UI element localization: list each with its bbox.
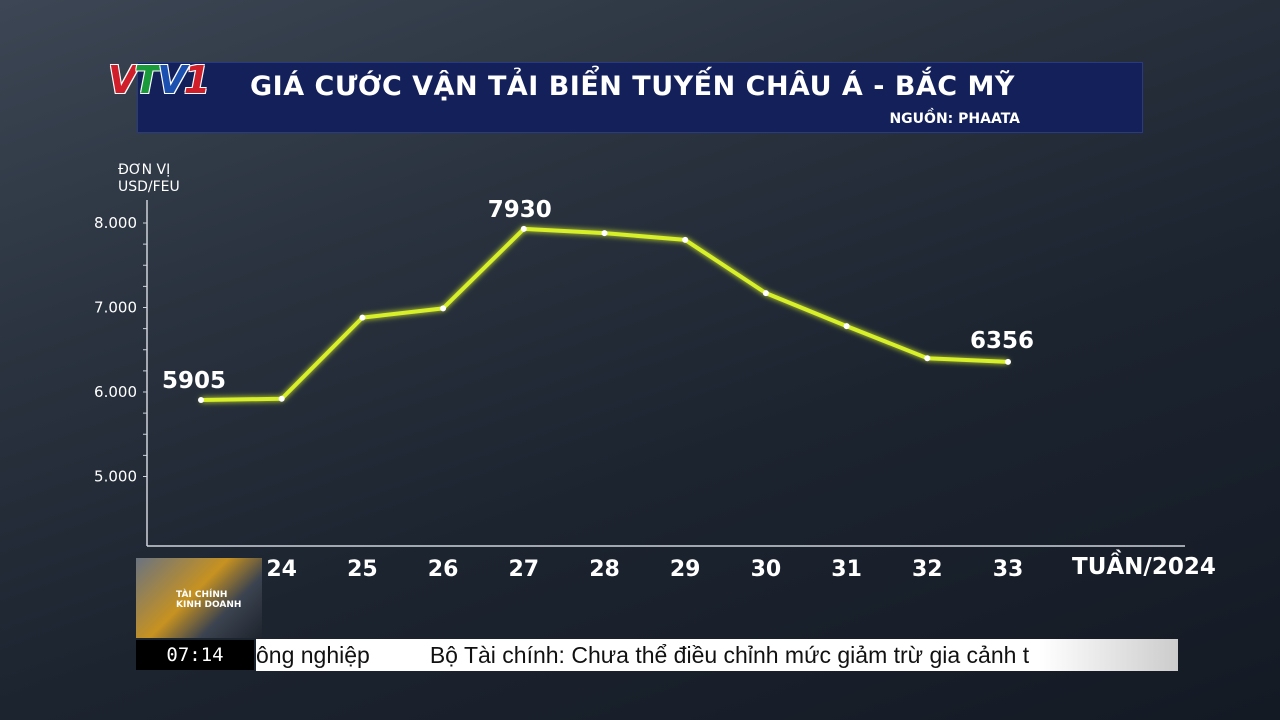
x-axis-label: TUẦN/2024 — [1072, 554, 1216, 580]
data-label: 5905 — [162, 368, 226, 394]
x-tick-label: 26 — [428, 557, 459, 582]
data-point — [359, 314, 366, 321]
data-point — [440, 305, 447, 312]
y-tick-label: 5.000 — [94, 468, 137, 486]
y-tick-label: 7.000 — [94, 299, 137, 317]
x-tick-label: 31 — [831, 557, 862, 582]
title-banner: GIÁ CƯỚC VẬN TẢI BIỂN TUYẾN CHÂU Á - BẮC… — [137, 62, 1143, 133]
data-point — [843, 323, 850, 330]
x-tick-label: 28 — [589, 557, 620, 582]
unit-line: USD/FEU — [118, 179, 180, 195]
data-point — [924, 355, 931, 362]
data-label: 7930 — [488, 197, 552, 223]
chart-title: GIÁ CƯỚC VẬN TẢI BIỂN TUYẾN CHÂU Á - BẮC… — [250, 71, 1015, 102]
clock: 07:14 — [136, 640, 254, 670]
x-tick-label: 32 — [912, 557, 943, 582]
news-ticker: ông nghiệp Bộ Tài chính: Chưa thể điều ch… — [256, 639, 1178, 671]
data-point — [1005, 358, 1011, 365]
x-tick-label: 29 — [670, 557, 701, 582]
data-point — [520, 225, 527, 232]
series-line — [200, 226, 1009, 403]
channel-logo: VTV1 — [108, 58, 210, 102]
data-point — [601, 230, 608, 237]
y-tick-label: 6.000 — [94, 383, 137, 401]
ticker-item: Bộ Tài chính: Chưa thể điều chỉnh mức gi… — [429, 642, 1030, 668]
thumb-text: TÀI CHÍNH — [176, 590, 228, 600]
data-label: 6356 — [970, 328, 1034, 354]
unit-line: ĐƠN VỊ — [118, 162, 171, 178]
program-thumbnail: TÀI CHÍNH KINH DOANH — [136, 558, 262, 638]
data-point — [198, 397, 204, 404]
y-tick-label: 8.000 — [94, 214, 137, 232]
x-tick-label: 24 — [266, 557, 297, 582]
y-axis-unit: ĐƠN VỊ USD/FEU — [118, 162, 180, 196]
x-tick-label: 30 — [751, 557, 782, 582]
data-point — [278, 395, 285, 402]
data-point — [682, 236, 689, 243]
source-label: NGUỒN: PHAATA — [889, 111, 1020, 127]
data-point — [762, 290, 769, 297]
x-tick-label: 33 — [993, 557, 1024, 582]
x-tick-label: 27 — [508, 557, 539, 582]
ticker-item: ông nghiệp — [256, 642, 370, 668]
x-tick-label: 25 — [347, 557, 378, 582]
thumb-text: KINH DOANH — [176, 600, 242, 610]
